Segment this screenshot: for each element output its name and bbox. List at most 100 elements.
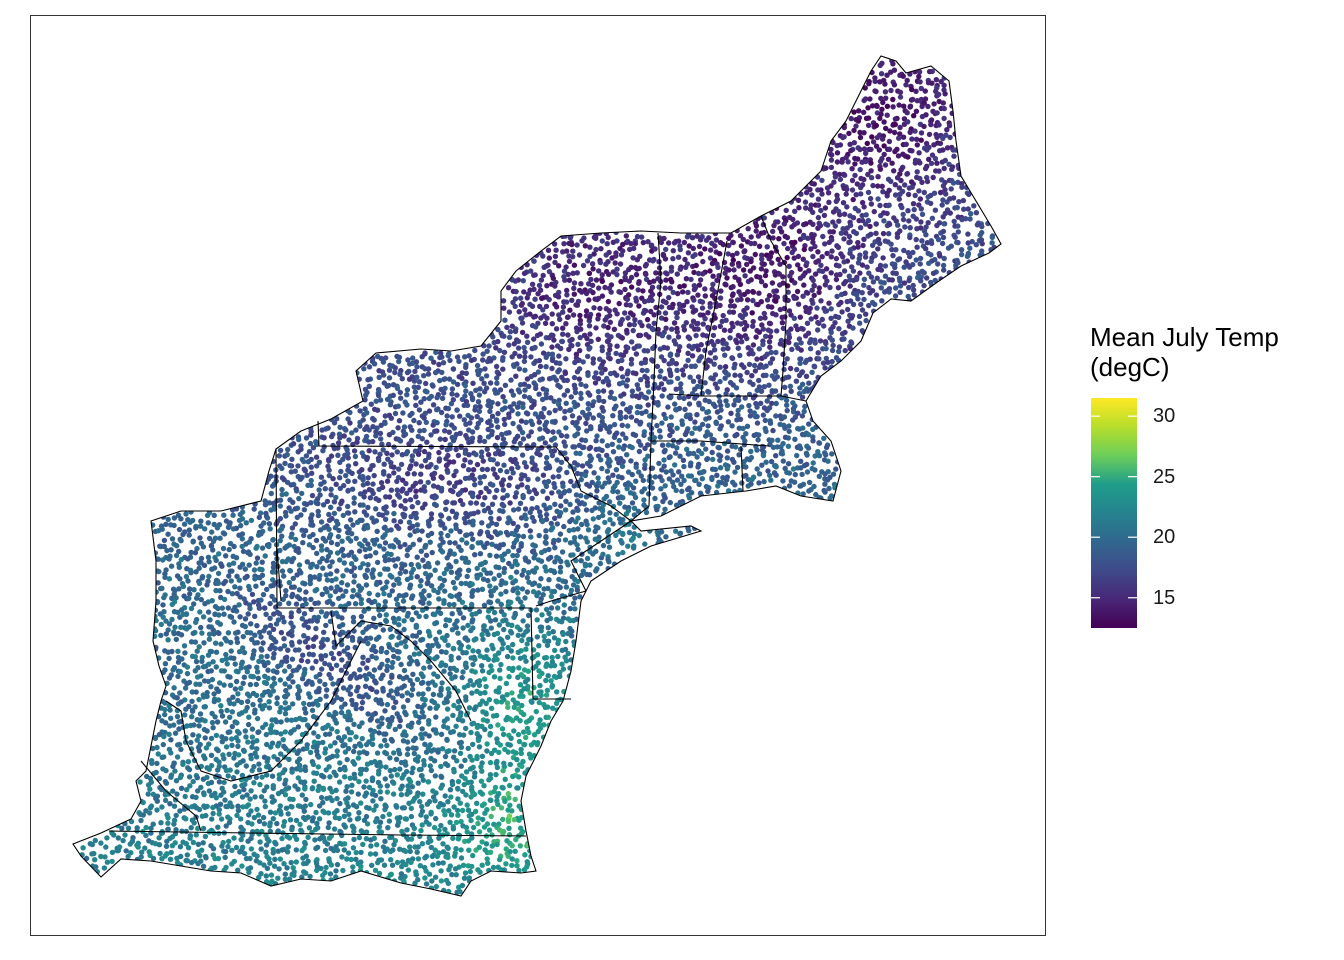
- temperature-point: [695, 347, 702, 353]
- temperature-point: [667, 432, 673, 439]
- temperature-point: [404, 552, 410, 559]
- temperature-point: [932, 155, 939, 162]
- temperature-point: [697, 251, 704, 257]
- temperature-point: [738, 334, 744, 340]
- temperature-point: [919, 238, 925, 244]
- temperature-point: [270, 536, 277, 543]
- temperature-point: [648, 242, 655, 248]
- temperature-point: [616, 300, 622, 307]
- temperature-point: [911, 113, 917, 119]
- temperature-point: [613, 511, 619, 518]
- temperature-point: [506, 334, 513, 341]
- temperature-point: [866, 146, 872, 152]
- temperature-point: [663, 534, 669, 540]
- temperature-point: [392, 369, 398, 376]
- temperature-point: [649, 291, 656, 298]
- temperature-point: [623, 414, 629, 420]
- temperature-point: [828, 306, 834, 312]
- temperature-point: [659, 477, 665, 484]
- temperature-point: [511, 507, 517, 513]
- temperature-point: [806, 268, 812, 274]
- temperature-point: [528, 354, 534, 360]
- temperature-point: [940, 228, 947, 235]
- temperature-point: [620, 495, 626, 501]
- temperature-point: [675, 439, 682, 445]
- temperature-point: [503, 580, 509, 586]
- temperature-point: [671, 240, 678, 246]
- temperature-point: [872, 252, 878, 259]
- temperature-point: [509, 563, 515, 570]
- temperature-point: [865, 189, 872, 196]
- temperature-point: [896, 135, 902, 141]
- temperature-point: [709, 476, 715, 483]
- temperature-point: [797, 385, 803, 391]
- temperature-point: [595, 388, 602, 395]
- temperature-point: [557, 466, 563, 472]
- temperature-point: [252, 576, 258, 582]
- temperature-point: [327, 563, 333, 570]
- temperature-point: [343, 472, 349, 479]
- temperature-point: [711, 325, 718, 331]
- temperature-point: [520, 533, 527, 540]
- temperature-point: [597, 560, 604, 567]
- temperature-point: [314, 564, 320, 570]
- temperature-point: [237, 614, 243, 620]
- temperature-point: [677, 266, 683, 272]
- temperature-point: [694, 412, 700, 418]
- temperature-point: [663, 246, 669, 253]
- temperature-point: [551, 435, 558, 441]
- temperature-point: [855, 244, 861, 250]
- temperature-point: [816, 453, 823, 459]
- temperature-point: [769, 260, 775, 266]
- temperature-point: [744, 305, 750, 311]
- temperature-point: [611, 326, 618, 332]
- temperature-point: [493, 417, 500, 423]
- temperature-point: [204, 582, 210, 588]
- temperature-point: [681, 239, 688, 246]
- temperature-point: [941, 165, 947, 172]
- temperature-point: [171, 522, 177, 529]
- temperature-point: [623, 435, 629, 441]
- temperature-point: [584, 415, 590, 421]
- temperature-point: [331, 510, 338, 517]
- temperature-point: [779, 314, 785, 320]
- temperature-point: [425, 366, 432, 372]
- temperature-point: [658, 368, 664, 374]
- temperature-point: [468, 415, 475, 421]
- temperature-point: [404, 613, 411, 619]
- temperature-point: [611, 396, 618, 402]
- temperature-point: [760, 452, 767, 459]
- temperature-point: [848, 315, 855, 321]
- temperature-point: [413, 515, 419, 521]
- temperature-point: [620, 401, 626, 407]
- temperature-point: [489, 431, 495, 438]
- temperature-point: [796, 228, 803, 234]
- temperature-point: [444, 499, 450, 505]
- temperature-point: [851, 127, 857, 134]
- temperature-point: [570, 312, 577, 318]
- temperature-point: [877, 262, 884, 269]
- temperature-point: [786, 483, 793, 489]
- temperature-point: [524, 589, 531, 595]
- temperature-point: [525, 612, 532, 619]
- temperature-point: [441, 577, 447, 583]
- temperature-point: [438, 488, 445, 494]
- temperature-point: [664, 271, 670, 277]
- temperature-point: [778, 229, 785, 235]
- temperature-point: [809, 369, 815, 375]
- temperature-point: [871, 208, 877, 215]
- temperature-point: [465, 559, 471, 565]
- temperature-point: [662, 495, 668, 501]
- temperature-point: [343, 427, 349, 433]
- temperature-point: [422, 351, 428, 357]
- temperature-point: [341, 553, 347, 559]
- temperature-point: [642, 541, 648, 547]
- temperature-point: [739, 480, 745, 486]
- temperature-point: [436, 361, 442, 368]
- temperature-point: [954, 239, 960, 245]
- temperature-point: [768, 477, 774, 483]
- temperature-point: [513, 537, 520, 543]
- temperature-point: [948, 186, 954, 192]
- temperature-point: [183, 611, 190, 617]
- temperature-point: [740, 236, 746, 243]
